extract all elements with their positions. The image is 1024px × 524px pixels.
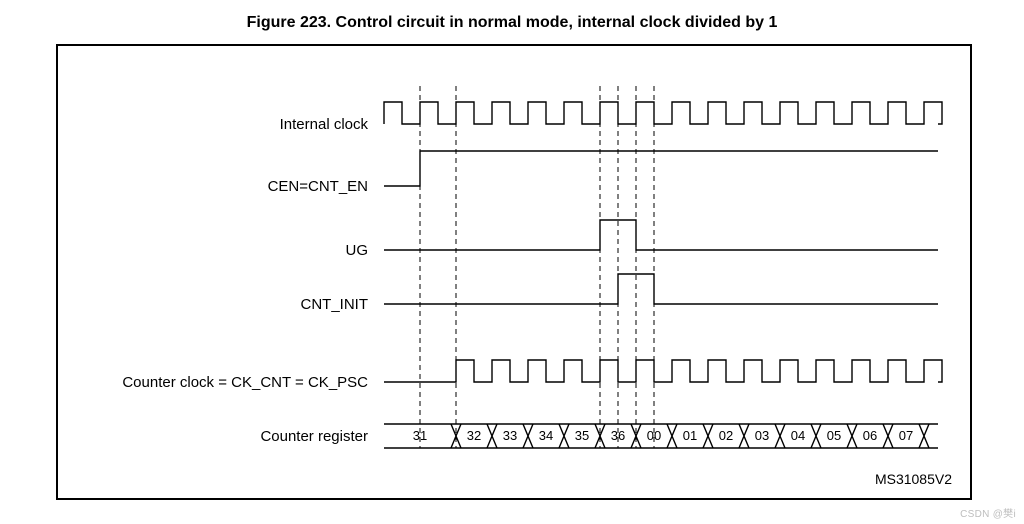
counter-value: 01 — [683, 428, 697, 443]
counter-value: 05 — [827, 428, 841, 443]
ug-wave — [384, 220, 938, 250]
counter-value: 07 — [899, 428, 913, 443]
counter-value: 06 — [863, 428, 877, 443]
counter-value: 35 — [575, 428, 589, 443]
timing-diagram: Internal clock CEN=CNT_EN UG CNT_INIT Counte… — [58, 46, 970, 498]
ck-cnt-wave — [384, 360, 942, 382]
counter-value: 33 — [503, 428, 517, 443]
cen-wave — [384, 151, 938, 186]
row-label: CEN=CNT_EN — [268, 178, 368, 195]
row-label: Internal clock — [280, 116, 369, 133]
counter-value: 34 — [539, 428, 553, 443]
counter-value: 32 — [467, 428, 481, 443]
counter-value: 02 — [719, 428, 733, 443]
figure-frame: Internal clock CEN=CNT_EN UG CNT_INIT Counte… — [56, 44, 972, 500]
internal-clock-wave — [384, 102, 942, 124]
row-label: Counter register — [260, 428, 368, 445]
row-label: UG — [346, 242, 369, 259]
figure-caption: Figure 223. Control circuit in normal mo… — [0, 0, 1024, 32]
counter-value: 04 — [791, 428, 805, 443]
cnt-init-wave — [384, 274, 938, 304]
watermark: CSDN @樊i — [960, 505, 1016, 520]
figure-id: MS31085V2 — [875, 471, 952, 487]
counter-value: 03 — [755, 428, 769, 443]
row-label: Counter clock = CK_CNT = CK_PSC — [122, 374, 368, 391]
row-label: CNT_INIT — [301, 296, 369, 313]
